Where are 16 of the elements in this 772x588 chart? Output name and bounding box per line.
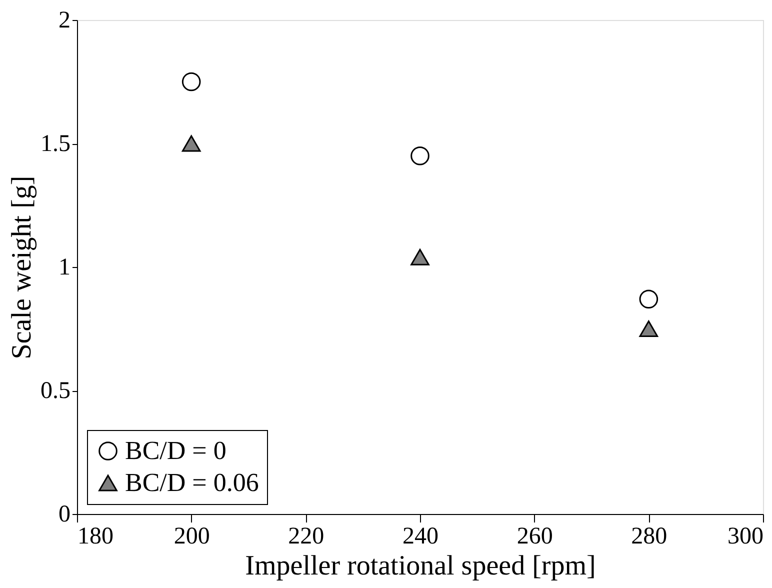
y-tick-label: 1 (58, 254, 70, 280)
y-tick-label: 0.5 (40, 378, 70, 404)
y-tick-label: 1.5 (40, 131, 70, 157)
y-tick-label: 0 (58, 502, 70, 528)
x-tick-label: 240 (402, 524, 438, 550)
x-axis-title: Impeller rotational speed [rpm] (245, 550, 596, 582)
x-tick-label: 220 (288, 524, 324, 550)
x-tick-label: 300 (728, 524, 764, 550)
legend-label: BC/D = 0.06 (125, 468, 259, 497)
x-tick-label: 260 (516, 524, 553, 550)
x-tick-label: 200 (174, 524, 210, 550)
x-tick-label: 180 (78, 524, 114, 550)
x-tick-label: 280 (631, 524, 668, 550)
legend-label: BC/D = 0 (125, 436, 226, 465)
y-tick-label: 2 (58, 8, 70, 34)
y-axis-title: Scale weight [g] (6, 176, 38, 360)
